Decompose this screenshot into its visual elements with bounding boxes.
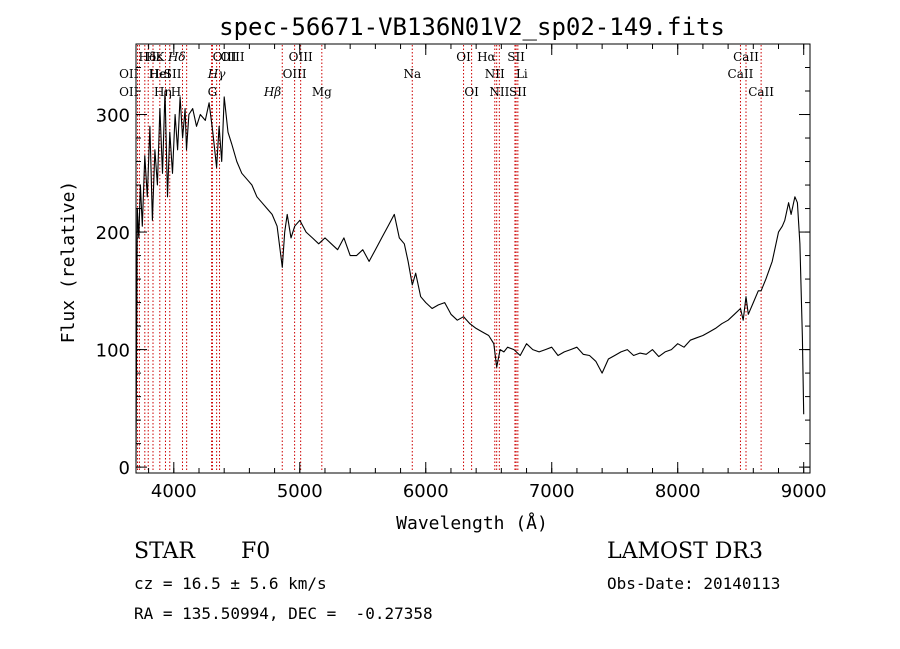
ra-dec-coordinates: RA = 135.50994, DEC = -0.27358: [134, 604, 433, 623]
line-label-10: Hδ: [167, 50, 186, 64]
spectrum-line: [135, 90, 805, 462]
plot-frame: [135, 43, 811, 474]
y-tick-label: 0: [119, 458, 130, 479]
line-label-30: CaII: [748, 85, 774, 99]
line-label-25: SII: [507, 50, 525, 64]
y-tick-label: 100: [96, 341, 130, 362]
x-tick-label: 9000: [781, 481, 827, 502]
emission-line-markers: [137, 45, 762, 472]
axis-ticks: [136, 43, 810, 473]
line-label-29: CaII: [733, 50, 759, 64]
object-class: STAR: [134, 539, 195, 564]
line-label-23: NII: [485, 67, 505, 81]
observation-date: Obs-Date: 20140113: [607, 574, 781, 593]
line-label-1: OII: [119, 67, 139, 81]
line-label-13: G: [208, 85, 218, 99]
line-label-3: Hε: [146, 50, 163, 64]
survey-name: LAMOST DR3: [607, 539, 763, 564]
line-label-2: OII: [119, 85, 139, 99]
line-label-6: HeI: [149, 67, 172, 81]
line-label-17: OIII: [289, 50, 313, 64]
line-label-24: NII: [489, 85, 509, 99]
line-label-5: Hη: [154, 85, 172, 99]
x-axis-label: Wavelength (Å): [396, 512, 548, 534]
line-label-11: OIII: [213, 50, 237, 64]
x-tick-label: 8000: [655, 481, 701, 502]
line-label-16: OIII: [283, 67, 307, 81]
y-tick-label: 300: [96, 106, 130, 127]
line-label-22: Hα: [477, 50, 496, 64]
line-label-19: Na: [403, 67, 421, 81]
line-label-9: SII: [164, 67, 182, 81]
line-label-12: Hγ: [207, 67, 226, 81]
y-tick-label: 200: [96, 223, 130, 244]
y-axis-label: Flux (relative): [58, 181, 79, 344]
spectrum-series: [135, 90, 805, 462]
x-tick-label: 6000: [403, 481, 449, 502]
chart-title: spec-56671-VB136N01V2_sp02-149.fits: [219, 13, 725, 41]
spectral-subclass: F0: [241, 539, 271, 564]
line-label-21: OI: [464, 85, 479, 99]
line-label-4: Hε: [149, 67, 166, 81]
x-tick-label: 4000: [151, 481, 197, 502]
line-label-27: SII: [509, 85, 527, 99]
x-tick-label: 7000: [529, 481, 575, 502]
line-label-28: CaII: [728, 67, 754, 81]
line-label-18: Mg: [312, 85, 332, 99]
line-label-0: Hδ: [139, 50, 157, 64]
redshift-cz: cz = 16.5 ± 5.6 km/s: [134, 574, 327, 593]
line-label-15: Hβ: [263, 85, 281, 99]
line-label-26: Li: [516, 67, 528, 81]
line-label-8: H: [171, 85, 181, 99]
line-label-20: OI: [456, 50, 471, 64]
line-label-7: K: [156, 50, 166, 64]
x-tick-label: 5000: [277, 481, 323, 502]
axis-tick-labels: 4000 5000 6000 7000 8000 9000 0 100 200 300: [96, 106, 827, 502]
line-label-14: OIII: [221, 50, 245, 64]
